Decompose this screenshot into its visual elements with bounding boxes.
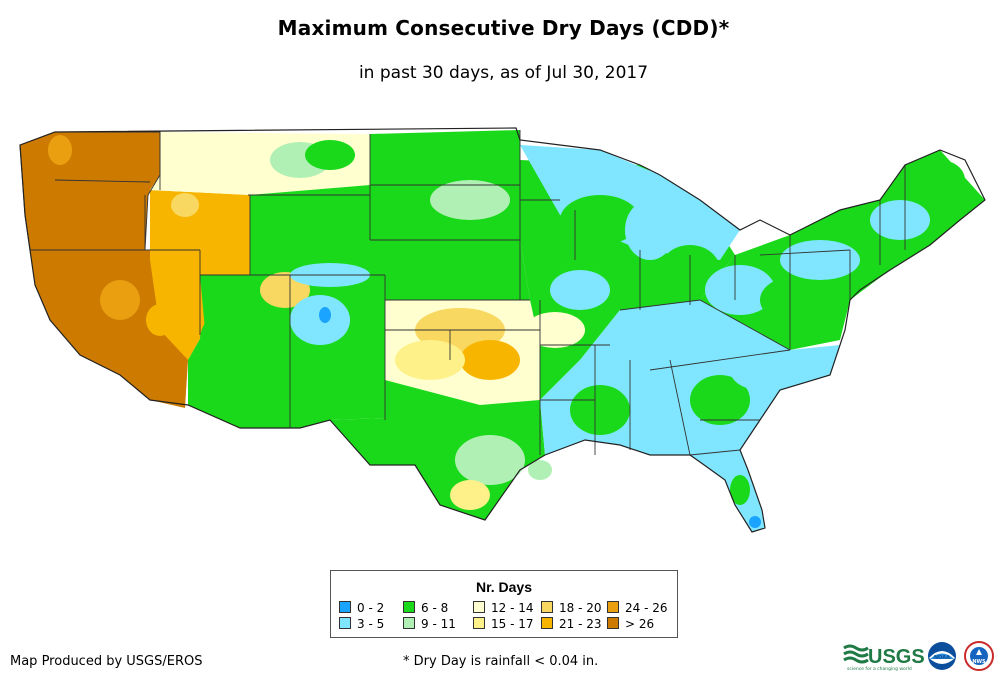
legend-label: 0 - 2 — [357, 601, 385, 615]
map-subtitle: in past 30 days, as of Jul 30, 2017 — [358, 63, 649, 83]
region-pacific-northwest — [20, 132, 160, 250]
cdd-map — [19, 127, 986, 533]
legend-label: 21 - 23 — [559, 617, 602, 631]
legend: Nr. Days 0 - 2 3 - 5 6 - 8 9 - 11 12 - 1… — [330, 570, 678, 638]
us-outline — [19, 127, 986, 533]
legend-label: 15 - 17 — [491, 617, 534, 631]
legend-swatch — [607, 601, 619, 613]
legend-label: 24 - 26 — [625, 601, 668, 615]
agency-logos: USGS science for a changing world NOAA N… — [843, 641, 994, 672]
noaa-logo: NOAA — [928, 642, 956, 670]
region-florida — [690, 450, 765, 532]
legend-item: 24 - 26 — [607, 601, 668, 615]
legend-swatch — [339, 617, 351, 629]
usgs-logo-text: USGS — [868, 646, 925, 668]
legend-swatch — [541, 617, 553, 629]
legend-item: 12 - 14 — [473, 601, 534, 615]
legend-item: > 26 — [607, 617, 654, 631]
map-credit: Map Produced by USGS/EROS — [10, 654, 203, 669]
legend-label: 18 - 20 — [559, 601, 602, 615]
legend-item: 0 - 2 — [339, 601, 384, 615]
legend-item: 18 - 20 — [541, 601, 602, 615]
usgs-tagline: science for a changing world — [847, 666, 912, 672]
legend-swatch — [541, 601, 553, 613]
legend-swatch — [473, 601, 485, 613]
map-title: Maximum Consecutive Dry Days (CDD)* — [277, 16, 730, 40]
legend-label: 9 - 11 — [421, 617, 456, 631]
legend-title: Nr. Days — [475, 579, 533, 595]
usgs-logo: USGS science for a changing world — [843, 644, 925, 672]
svg-text:NOAA: NOAA — [934, 655, 950, 661]
legend-item: 15 - 17 — [473, 617, 534, 631]
legend-item: 21 - 23 — [541, 617, 602, 631]
legend-swatch — [473, 617, 485, 629]
legend-swatch — [403, 601, 415, 613]
legend-swatch — [403, 617, 415, 629]
legend-item: 6 - 8 — [403, 601, 448, 615]
legend-label: 12 - 14 — [491, 601, 534, 615]
legend-label: 3 - 5 — [357, 617, 385, 631]
legend-item: 3 - 5 — [339, 617, 384, 631]
state-borders — [19, 130, 906, 456]
legend-label: 6 - 8 — [421, 601, 449, 615]
legend-swatch — [607, 617, 619, 629]
legend-item: 9 - 11 — [403, 617, 456, 631]
legend-label: > 26 — [625, 617, 655, 631]
map-footnote: * Dry Day is rainfall < 0.04 in. — [403, 654, 599, 669]
svg-text:NWS: NWS — [972, 659, 986, 665]
nws-logo: NWS — [964, 641, 994, 671]
legend-swatch — [339, 601, 351, 613]
